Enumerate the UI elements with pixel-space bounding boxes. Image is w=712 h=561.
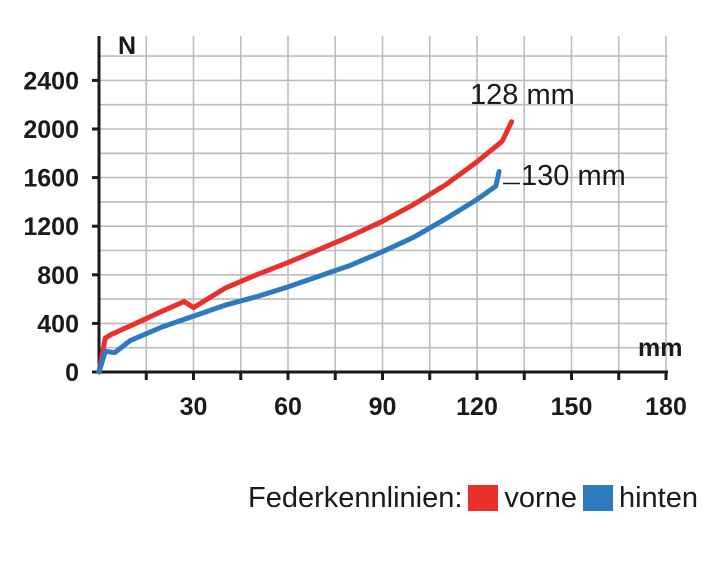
legend: Federkennlinien: vorne hinten: [248, 478, 698, 518]
series-lines: [96, 119, 520, 375]
y-axis-unit-label: N: [118, 32, 136, 60]
legend-title: Federkennlinien:: [248, 481, 463, 514]
grid: [99, 36, 668, 372]
y-tick-label: 2400: [23, 67, 79, 95]
series-line-hinten: [96, 169, 502, 375]
y-tick-label: 1600: [23, 165, 79, 193]
x-tick-label: 90: [369, 393, 397, 421]
y-tick-label: 2000: [23, 116, 79, 144]
x-tick-label: 150: [551, 393, 593, 421]
legend-label-vorne: vorne: [504, 481, 577, 514]
y-tick-label: 0: [65, 359, 79, 387]
legend-label-hinten: hinten: [618, 481, 698, 514]
tick-labels: 0 400 800 1200 1600 2000 2400 30 60 90 120 150 180: [23, 67, 686, 421]
y-tick-label: 1200: [23, 213, 79, 241]
legend-swatch-hinten: [582, 485, 613, 511]
x-tick-label: 30: [180, 393, 208, 421]
y-tick-label: 400: [37, 310, 79, 338]
series-line-vorne: [96, 119, 515, 375]
axes: [92, 36, 668, 380]
x-tick-label: 60: [274, 393, 302, 421]
y-tick-label: 800: [37, 262, 79, 290]
x-tick-label: 180: [645, 393, 687, 421]
legend-swatch-vorne: [468, 485, 499, 511]
x-axis-unit-label: mm: [638, 334, 682, 362]
annotation-hinten: 130 mm: [521, 160, 626, 192]
annotation-vorne: 128 mm: [470, 79, 575, 111]
x-tick-label: 120: [456, 393, 498, 421]
